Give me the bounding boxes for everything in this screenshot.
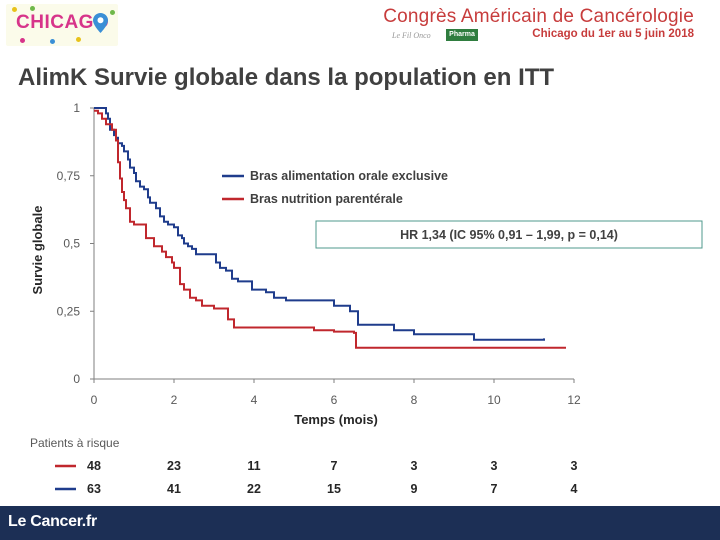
x-tick-label: 0 — [91, 393, 98, 407]
at-risk-value: 7 — [491, 482, 498, 496]
at-risk-value: 41 — [167, 482, 181, 496]
pharma-badge: Pharma — [446, 29, 478, 41]
x-tick-label: 4 — [251, 393, 258, 407]
x-tick-label: 8 — [411, 393, 418, 407]
at-risk-value: 3 — [491, 459, 498, 473]
header-bar: CHICAGO Congrès Américain de Cancérologi… — [0, 0, 720, 52]
x-tick-label: 10 — [487, 393, 501, 407]
at-risk-value: 11 — [247, 459, 260, 473]
km-curve-oral — [94, 107, 545, 341]
at-risk-value: 48 — [87, 459, 101, 473]
at-risk-value: 15 — [327, 482, 341, 496]
at-risk-value: 3 — [411, 459, 418, 473]
at-risk-value: 3 — [571, 459, 578, 473]
x-tick-label: 12 — [567, 393, 581, 407]
km-chart: Survie globale Temps (mois) Bras aliment… — [30, 101, 703, 496]
at-risk-value: 9 — [411, 482, 418, 496]
x-tick-label: 6 — [331, 393, 338, 407]
x-axis-label: Temps (mois) — [294, 412, 378, 427]
congress-title: Congrès Américain de Cancérologie — [383, 6, 694, 27]
y-tick-label: 1 — [73, 101, 80, 115]
hr-annotation-box — [315, 220, 703, 249]
y-tick-label: 0 — [73, 372, 80, 386]
at-risk-value: 63 — [87, 482, 101, 496]
map-pin-icon — [93, 13, 108, 33]
legend-label-parenteral: Bras nutrition parentérale — [250, 192, 403, 206]
logo-text: CHICAGO — [16, 12, 110, 33]
y-tick-label: 0,25 — [57, 304, 81, 318]
congress-dates: Chicago du 1er au 5 juin 2018 — [532, 28, 694, 40]
x-tick-label: 2 — [171, 393, 178, 407]
chicago-logo: CHICAGO — [6, 4, 118, 46]
km-curve-parenteral — [94, 109, 566, 349]
hr-annotation: HR 1,34 (IC 95% 0,91 – 1,99, p = 0,14) — [400, 228, 618, 242]
footer-brand: Le Cancer.fr — [8, 513, 97, 530]
slide-title: AlimK Survie globale dans la population … — [18, 64, 555, 91]
fil-onco-logo: Le Fil Onco — [392, 31, 431, 40]
footer-bar: Le Cancer.fr — [0, 506, 720, 540]
legend-label-oral: Bras alimentation orale exclusive — [250, 169, 448, 183]
at-risk-value: 7 — [331, 459, 338, 473]
y-tick-label: 0,75 — [57, 169, 81, 183]
at-risk-value: 4 — [571, 482, 578, 496]
y-tick-label: 0,5 — [63, 237, 80, 251]
at-risk-value: 23 — [167, 459, 181, 473]
at-risk-title: Patients à risque — [30, 436, 120, 450]
at-risk-value: 22 — [247, 482, 261, 496]
y-axis-label: Survie globale — [30, 206, 45, 295]
